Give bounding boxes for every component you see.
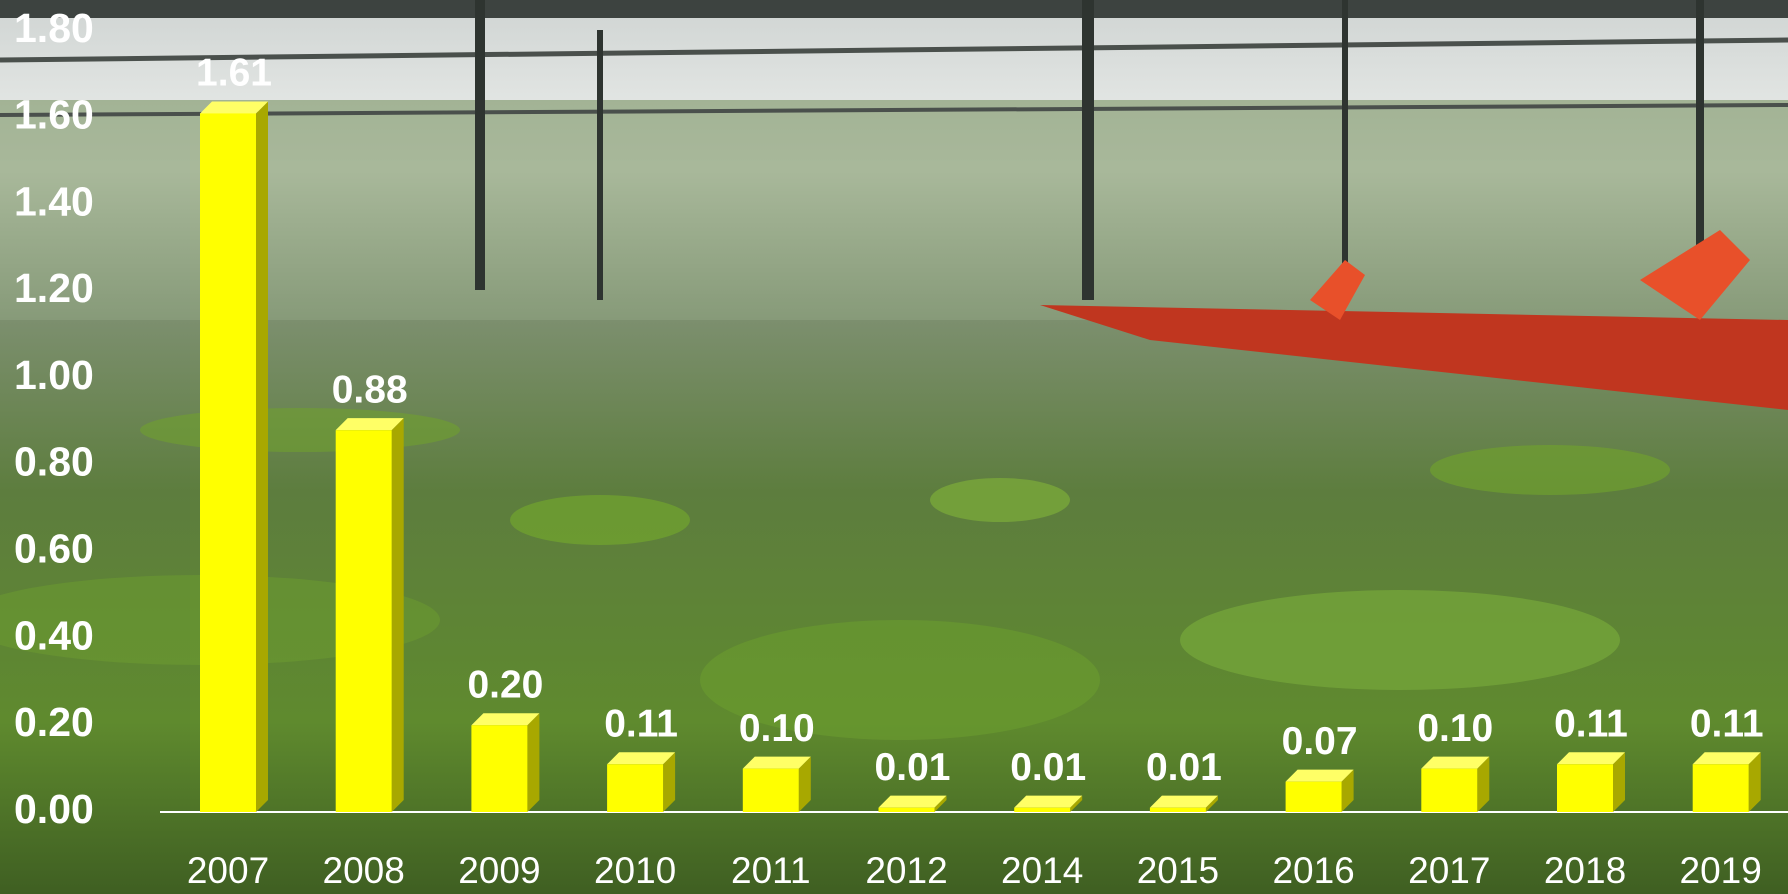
- y-tick-label: 1.40: [14, 178, 94, 224]
- x-tick-label: 2010: [594, 850, 676, 891]
- bar-side: [527, 713, 540, 812]
- bar: [1014, 807, 1071, 812]
- data-label: 1.61: [196, 52, 272, 95]
- bar: [607, 764, 664, 812]
- data-label: 0.20: [467, 664, 543, 707]
- x-tick-label: 2018: [1544, 850, 1626, 891]
- bar: [1149, 807, 1206, 812]
- data-label: 0.01: [875, 746, 951, 789]
- y-tick-label: 0.00: [14, 786, 94, 832]
- y-tick-label: 0.20: [14, 699, 94, 745]
- bar-side: [798, 756, 811, 812]
- bar-top: [1285, 769, 1354, 782]
- y-tick-label: 0.80: [14, 439, 94, 485]
- x-tick-label: 2012: [865, 850, 947, 891]
- data-label: 0.11: [1554, 703, 1628, 746]
- bar-top: [607, 752, 676, 765]
- y-tick-label: 1.20: [14, 265, 94, 311]
- bar-top: [1421, 756, 1490, 769]
- y-tick-label: 1.00: [14, 352, 94, 398]
- bar-top: [742, 756, 811, 769]
- x-tick-label: 2007: [187, 850, 269, 891]
- bar: [335, 430, 392, 812]
- bar-top: [335, 418, 404, 431]
- data-label: 0.10: [1417, 707, 1493, 750]
- bar-side: [391, 418, 404, 812]
- x-tick-label: 2014: [1001, 850, 1083, 891]
- bar: [1285, 781, 1342, 812]
- data-label: 0.01: [1146, 746, 1222, 789]
- y-tick-label: 1.80: [14, 5, 94, 51]
- bar-side: [1205, 795, 1218, 812]
- bar-top: [1692, 752, 1761, 765]
- data-label: 0.07: [1282, 720, 1358, 763]
- y-tick-label: 0.60: [14, 525, 94, 571]
- data-label: 0.88: [332, 368, 408, 411]
- bar-top: [200, 101, 268, 114]
- bar-top: [1557, 752, 1625, 765]
- x-tick-label: 2015: [1137, 850, 1219, 891]
- y-tick-label: 1.60: [14, 92, 94, 138]
- bar-side: [1613, 752, 1625, 812]
- bar-top: [1014, 795, 1083, 808]
- bar: [1421, 768, 1478, 812]
- bar-side: [663, 752, 676, 812]
- bar-side: [256, 101, 268, 812]
- x-tick-label: 2019: [1680, 850, 1762, 891]
- y-tick-label: 0.40: [14, 612, 94, 658]
- bar: [471, 725, 528, 812]
- bar-side: [934, 795, 947, 812]
- x-tick-label: 2009: [458, 850, 540, 891]
- data-label: 0.11: [604, 703, 678, 746]
- data-label: 0.01: [1010, 746, 1086, 789]
- data-label: 0.11: [1690, 703, 1764, 746]
- bar-side: [1477, 756, 1490, 812]
- bar-top: [878, 795, 947, 808]
- bar: [742, 768, 799, 812]
- bar-side: [1070, 795, 1083, 812]
- bar-side: [1748, 752, 1761, 812]
- x-tick-label: 2011: [731, 850, 811, 891]
- x-tick-label: 2017: [1408, 850, 1490, 891]
- bar: [878, 807, 935, 812]
- data-label: 0.10: [739, 707, 815, 750]
- x-tick-label: 2016: [1272, 850, 1354, 891]
- x-tick-label: 2008: [323, 850, 405, 891]
- bar-top: [471, 713, 540, 726]
- bar: [1557, 764, 1613, 812]
- bar-top: [1149, 795, 1218, 808]
- bar: [1692, 764, 1749, 812]
- bar: [200, 113, 256, 812]
- bar-side: [1341, 769, 1354, 812]
